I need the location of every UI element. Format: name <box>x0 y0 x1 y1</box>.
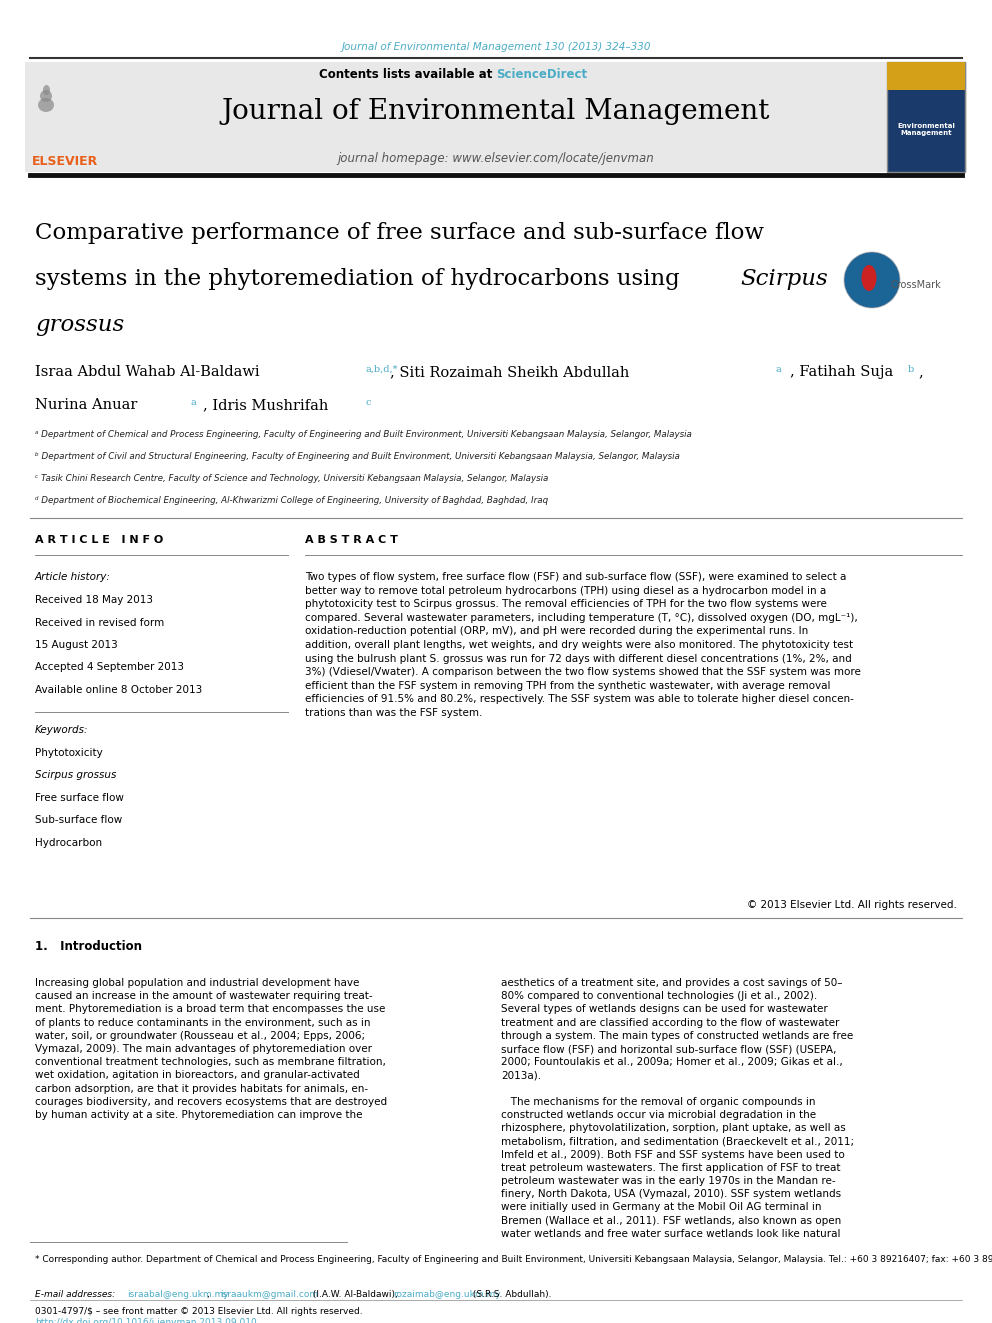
Text: a: a <box>190 398 195 407</box>
Text: ScienceDirect: ScienceDirect <box>496 67 587 81</box>
Text: b: b <box>908 365 915 374</box>
FancyBboxPatch shape <box>25 62 967 172</box>
Text: © 2013 Elsevier Ltd. All rights reserved.: © 2013 Elsevier Ltd. All rights reserved… <box>747 900 957 910</box>
Text: a,b,d,*: a,b,d,* <box>365 365 398 374</box>
Text: Journal of Environmental Management 130 (2013) 324–330: Journal of Environmental Management 130 … <box>341 42 651 52</box>
Text: * Corresponding author. Department of Chemical and Process Engineering, Faculty : * Corresponding author. Department of Ch… <box>35 1256 992 1263</box>
Text: , Idris Mushrifah: , Idris Mushrifah <box>203 398 333 411</box>
Text: a: a <box>775 365 781 374</box>
Text: ,: , <box>207 1290 212 1299</box>
Ellipse shape <box>861 265 877 291</box>
Ellipse shape <box>38 98 54 112</box>
Text: rozaimab@eng.ukm.my: rozaimab@eng.ukm.my <box>393 1290 501 1299</box>
Text: ᶜ Tasik Chini Research Centre, Faculty of Science and Technology, Universiti Keb: ᶜ Tasik Chini Research Centre, Faculty o… <box>35 474 549 483</box>
Text: ᵃ Department of Chemical and Process Engineering, Faculty of Engineering and Bui: ᵃ Department of Chemical and Process Eng… <box>35 430 691 439</box>
Text: ,: , <box>918 365 923 378</box>
Text: http://dx.doi.org/10.1016/j.jenvman.2013.09.010: http://dx.doi.org/10.1016/j.jenvman.2013… <box>35 1318 257 1323</box>
Text: aesthetics of a treatment site, and provides a cost savings of 50–
80% compared : aesthetics of a treatment site, and prov… <box>501 978 854 1238</box>
Text: A R T I C L E   I N F O: A R T I C L E I N F O <box>35 534 164 545</box>
Circle shape <box>844 251 900 308</box>
Text: Article history:: Article history: <box>35 572 111 582</box>
Text: 1.   Introduction: 1. Introduction <box>35 941 142 953</box>
Text: ᵈ Department of Biochemical Engineering, Al-Khwarizmi College of Engineering, Un: ᵈ Department of Biochemical Engineering,… <box>35 496 549 505</box>
Text: Nurina Anuar: Nurina Anuar <box>35 398 142 411</box>
Text: Received 18 May 2013: Received 18 May 2013 <box>35 595 153 605</box>
FancyBboxPatch shape <box>887 62 965 172</box>
Text: (S.R.S. Abdullah).: (S.R.S. Abdullah). <box>470 1290 552 1299</box>
Text: Increasing global population and industrial development have
caused an increase : Increasing global population and industr… <box>35 978 387 1121</box>
Text: CrossMark: CrossMark <box>890 280 940 290</box>
Text: , Siti Rozaimah Sheikh Abdullah: , Siti Rozaimah Sheikh Abdullah <box>390 365 634 378</box>
Text: E-mail addresses:: E-mail addresses: <box>35 1290 115 1299</box>
Text: ELSEVIER: ELSEVIER <box>32 155 98 168</box>
Text: Israa Abdul Wahab Al-Baldawi: Israa Abdul Wahab Al-Baldawi <box>35 365 264 378</box>
Text: Available online 8 October 2013: Available online 8 October 2013 <box>35 685 202 695</box>
Text: israaukm@gmail.com: israaukm@gmail.com <box>220 1290 318 1299</box>
Text: Scirpus: Scirpus <box>740 269 827 290</box>
Text: Keywords:: Keywords: <box>35 725 88 736</box>
Ellipse shape <box>43 85 50 95</box>
Text: 15 August 2013: 15 August 2013 <box>35 640 118 650</box>
Text: systems in the phytoremediation of hydrocarbons using: systems in the phytoremediation of hydro… <box>35 269 687 290</box>
Text: Phytotoxicity: Phytotoxicity <box>35 747 103 758</box>
Text: Accepted 4 September 2013: Accepted 4 September 2013 <box>35 662 184 672</box>
Text: journal homepage: www.elsevier.com/locate/jenvman: journal homepage: www.elsevier.com/locat… <box>337 152 655 165</box>
Text: 0301-4797/$ – see front matter © 2013 Elsevier Ltd. All rights reserved.: 0301-4797/$ – see front matter © 2013 El… <box>35 1307 363 1316</box>
Text: ᵇ Department of Civil and Structural Engineering, Faculty of Engineering and Bui: ᵇ Department of Civil and Structural Eng… <box>35 452 680 460</box>
Text: , Fatihah Suja: , Fatihah Suja <box>790 365 898 378</box>
Text: A B S T R A C T: A B S T R A C T <box>305 534 398 545</box>
Text: Journal of Environmental Management: Journal of Environmental Management <box>222 98 770 124</box>
FancyBboxPatch shape <box>887 62 965 90</box>
Text: Comparative performance of free surface and sub-surface flow: Comparative performance of free surface … <box>35 222 764 243</box>
Text: israabal@eng.ukm.my: israabal@eng.ukm.my <box>127 1290 228 1299</box>
Text: Free surface flow: Free surface flow <box>35 792 124 803</box>
Text: Two types of flow system, free surface flow (FSF) and sub-surface flow (SSF), we: Two types of flow system, free surface f… <box>305 572 861 718</box>
Text: grossus: grossus <box>35 314 124 336</box>
Text: (I.A.W. Al-Baldawi),: (I.A.W. Al-Baldawi), <box>310 1290 398 1299</box>
Ellipse shape <box>40 90 52 102</box>
Text: Hydrocarbon: Hydrocarbon <box>35 837 102 848</box>
Text: Sub-surface flow: Sub-surface flow <box>35 815 122 826</box>
Text: c: c <box>365 398 370 407</box>
Text: Received in revised form: Received in revised form <box>35 618 165 628</box>
Text: Scirpus grossus: Scirpus grossus <box>35 770 116 781</box>
Text: Contents lists available at: Contents lists available at <box>318 67 496 81</box>
Text: Environmental
Management: Environmental Management <box>897 123 955 136</box>
